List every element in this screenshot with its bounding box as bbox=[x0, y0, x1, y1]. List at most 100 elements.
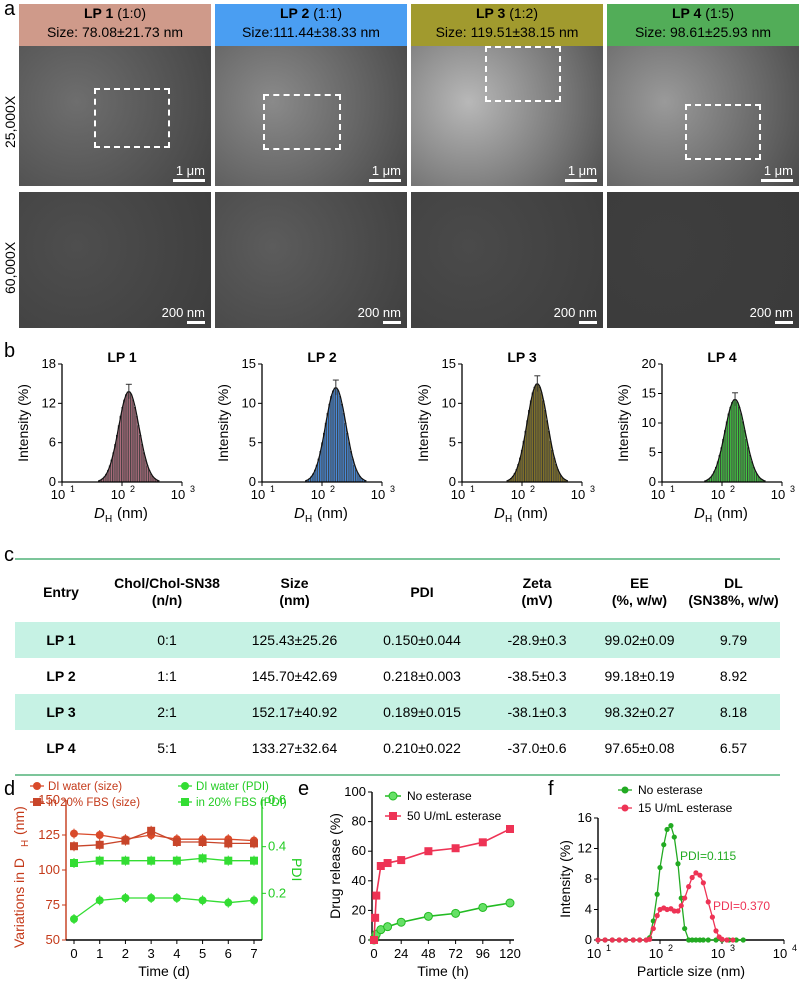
histogram-bar bbox=[346, 432, 349, 483]
legend-d: DI water (size) in 20% FBS (size) DI water… bbox=[30, 781, 287, 809]
y-axis-label-right: PDI bbox=[289, 858, 305, 881]
y-tick-label: 40 bbox=[352, 873, 366, 888]
lp-name: LP 3 bbox=[476, 5, 506, 21]
x-tick-exponent: 1 bbox=[70, 484, 75, 494]
y-label-unit: (nm) bbox=[11, 806, 27, 835]
x-tick-label: 2 bbox=[122, 946, 129, 961]
y-tick-label: 18 bbox=[42, 356, 56, 371]
lp-ratio: (1:2) bbox=[509, 5, 538, 21]
x-tick-label: 10 bbox=[651, 487, 665, 502]
histogram-bar bbox=[524, 430, 527, 483]
x-axis-label-sub: H bbox=[505, 514, 512, 525]
scale-bar-label: 1 μm bbox=[371, 163, 401, 178]
histogram-bar bbox=[341, 403, 343, 483]
data-point bbox=[693, 870, 699, 876]
data-point bbox=[147, 856, 156, 865]
x-tick-label: 10 bbox=[511, 487, 525, 502]
table-cell: 2:1 bbox=[107, 694, 227, 730]
x-tick-label: 10 bbox=[711, 487, 725, 502]
table-row: LP 3 2:1 152.17±40.92 0.189±0.015 -38.1±0.3 9… bbox=[15, 694, 780, 730]
x-tick-label: 10 bbox=[111, 487, 125, 502]
x-tick-label: 0 bbox=[70, 946, 77, 961]
data-point bbox=[371, 913, 380, 922]
data-point bbox=[595, 937, 601, 943]
legend-marker bbox=[181, 798, 189, 806]
lp-header-3: LP 3 (1:2) Size: 119.51±38.15 nm bbox=[411, 4, 603, 46]
scale-bar-label: 200 nm bbox=[553, 305, 597, 320]
histogram-bar bbox=[335, 387, 338, 483]
data-point bbox=[372, 891, 381, 900]
data-point bbox=[172, 838, 181, 846]
data-point bbox=[397, 856, 406, 865]
data-point bbox=[657, 864, 663, 871]
header-size: Size (nm) bbox=[279, 575, 310, 608]
data-point bbox=[396, 917, 406, 927]
zoom-region-box bbox=[263, 94, 341, 150]
dls-plot-title: LP 3 bbox=[507, 349, 537, 365]
y-axis-label: Intensity (%) bbox=[615, 384, 631, 462]
histogram-bar bbox=[117, 425, 120, 483]
histogram-bar bbox=[137, 425, 140, 483]
x-axis-label-unit: (nm) bbox=[517, 505, 548, 522]
histogram-bar bbox=[749, 454, 752, 483]
legend-e: No esterase 50 U/mL esterase bbox=[385, 789, 502, 823]
y-tick-label: 10 bbox=[642, 415, 656, 430]
x-tick-exponent: 2 bbox=[130, 484, 135, 494]
series-line bbox=[373, 902, 511, 941]
zoom-region-box bbox=[485, 46, 561, 102]
y-tick-label-right: 0.4 bbox=[268, 839, 286, 854]
histogram-bar bbox=[727, 413, 730, 483]
histogram-bar bbox=[126, 391, 129, 483]
tem-image-lp3-top: 1 μm bbox=[411, 46, 603, 186]
header-dl: DL (SN38%, w/w) bbox=[688, 575, 779, 608]
y-tick-label: 16 bbox=[578, 810, 592, 825]
tem-image-lp3-bottom: 200 nm bbox=[411, 192, 603, 328]
data-point bbox=[70, 915, 78, 923]
x-axis-label: D H (nm) bbox=[94, 505, 148, 525]
histogram-bar bbox=[729, 406, 732, 483]
legend-label: 50 U/mL esterase bbox=[407, 809, 502, 823]
x-tick-label: 72 bbox=[448, 946, 462, 961]
table-cell: 152.17±40.92 bbox=[227, 694, 362, 730]
data-point bbox=[121, 856, 130, 865]
x-tick-exponent: 3 bbox=[590, 484, 595, 494]
y-tick-label-left: 125 bbox=[38, 827, 60, 842]
y-tick-label: 80 bbox=[352, 814, 366, 829]
magnification-label-60000: 60,000X bbox=[2, 241, 18, 294]
series-line bbox=[373, 828, 511, 941]
lp-ratio: (1:1) bbox=[313, 5, 342, 21]
x-axis-label-sub: H bbox=[305, 514, 312, 525]
data-point bbox=[95, 840, 104, 849]
data-point bbox=[602, 937, 608, 943]
x-tick-label: 6 bbox=[225, 946, 232, 961]
legend-item: 50 U/mL esterase bbox=[385, 809, 502, 823]
legend-item: No esterase bbox=[618, 783, 703, 797]
y-axis-label: Intensity (%) bbox=[415, 384, 431, 462]
series-2 bbox=[70, 893, 258, 924]
data-point bbox=[682, 925, 688, 932]
x-tick-label: 3 bbox=[148, 946, 155, 961]
scale-bar-label: 1 μm bbox=[175, 163, 205, 178]
x-tick-exponent: 4 bbox=[792, 943, 797, 953]
x-tick-exponent: 1 bbox=[470, 484, 475, 494]
y-axis-label-left: Variations in D H (nm) bbox=[11, 806, 31, 948]
table-cell: 6.57 bbox=[719, 740, 748, 756]
histogram-bar bbox=[540, 392, 543, 483]
histogram-bar bbox=[531, 392, 534, 483]
data-point bbox=[250, 896, 258, 905]
scale-bar: 1 μm bbox=[565, 163, 597, 182]
histogram-bar bbox=[132, 399, 135, 483]
x-tick-label: 5 bbox=[199, 946, 206, 961]
x-tick-label: 24 bbox=[394, 946, 408, 961]
histogram-bar bbox=[324, 422, 327, 483]
histogram-bar bbox=[123, 399, 126, 483]
data-point bbox=[664, 826, 670, 833]
data-point bbox=[671, 834, 677, 840]
y-tick-label: 60 bbox=[352, 843, 366, 858]
y-tick-label: 0 bbox=[449, 474, 456, 489]
x-tick-label: 48 bbox=[421, 946, 435, 961]
lp-name: LP 1 bbox=[84, 5, 114, 21]
histogram-bar bbox=[533, 386, 536, 483]
histogram-bar bbox=[722, 439, 725, 483]
y-tick-label: 5 bbox=[649, 445, 656, 460]
